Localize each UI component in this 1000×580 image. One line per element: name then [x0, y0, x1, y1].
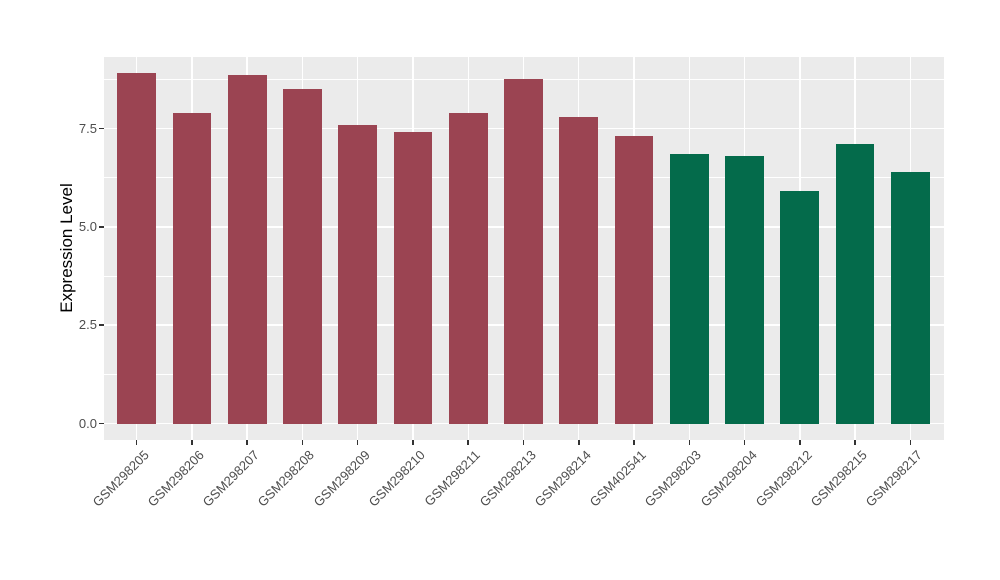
- bar: [283, 89, 322, 424]
- bar: [725, 156, 764, 424]
- bar: [669, 154, 709, 424]
- x-tick-mark: [246, 440, 248, 445]
- y-tick-label: 5.0: [78, 218, 97, 234]
- x-tick-mark: [191, 440, 193, 445]
- x-tick-mark: [854, 440, 856, 445]
- plot-panel: [103, 57, 944, 440]
- bar: [227, 75, 267, 424]
- x-tick-mark: [688, 440, 691, 445]
- y-tick-mark: [99, 422, 104, 425]
- y-tick-label: 2.5: [78, 317, 97, 333]
- x-tick-label: GSM298205: [89, 447, 152, 510]
- y-tick-mark: [99, 127, 104, 130]
- bar: [172, 112, 212, 424]
- bar: [559, 116, 599, 424]
- y-tick-label: 7.5: [78, 120, 97, 136]
- bar: [614, 136, 654, 424]
- x-tick-mark: [578, 440, 580, 445]
- x-tick-mark: [467, 440, 469, 445]
- bar: [338, 124, 378, 424]
- y-axis-title: Expression Level: [57, 183, 76, 313]
- x-tick-mark: [301, 440, 304, 445]
- bar: [448, 112, 488, 424]
- x-tick-mark: [633, 440, 635, 445]
- x-tick-mark: [356, 440, 359, 445]
- bar: [504, 79, 543, 424]
- x-tick-mark: [522, 440, 525, 445]
- x-tick-mark: [135, 440, 138, 445]
- x-tick-mark: [743, 440, 746, 445]
- x-tick-mark: [412, 440, 414, 445]
- x-tick-mark: [909, 440, 912, 445]
- y-tick-mark: [99, 324, 104, 326]
- bar: [117, 73, 156, 424]
- x-tick-mark: [799, 440, 801, 445]
- bar: [835, 144, 875, 424]
- bar: [780, 191, 820, 424]
- y-tick-label: 0.0: [78, 415, 97, 431]
- bar: [393, 132, 433, 424]
- bar: [891, 171, 930, 424]
- y-tick-mark: [99, 226, 104, 228]
